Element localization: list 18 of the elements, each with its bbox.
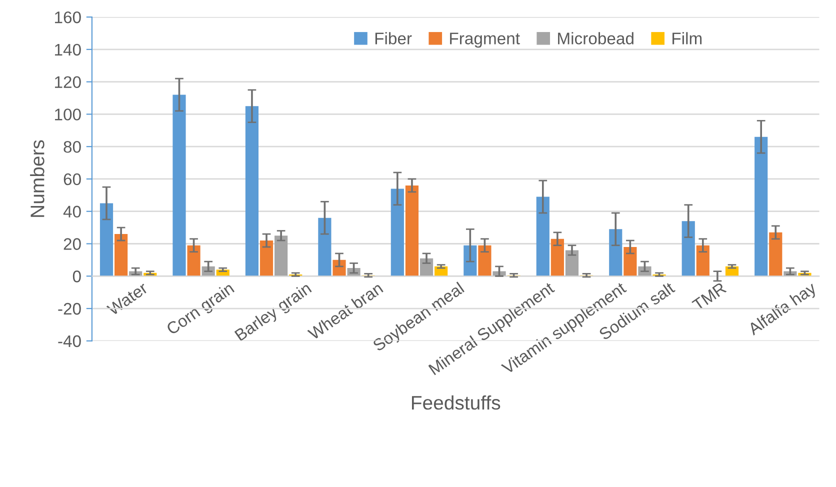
y-axis-title: Numbers <box>30 140 44 217</box>
legend-label: Film <box>672 32 702 44</box>
y-tick-label: -20 <box>58 302 81 315</box>
legend-label: Fiber <box>375 32 412 44</box>
y-tick-label: 100 <box>55 108 81 120</box>
x-tick-label: TMR <box>692 282 727 312</box>
y-tick-label: 140 <box>55 44 81 56</box>
legend-label: Fragment <box>450 32 520 48</box>
y-tick-label: 80 <box>64 140 81 153</box>
y-tick-label: -40 <box>58 335 81 348</box>
y-tick-label: 60 <box>64 173 81 186</box>
y-tick-label: 40 <box>63 206 81 218</box>
y-tick-label: 20 <box>64 238 81 250</box>
x-axis-title: Feedstuffs <box>412 395 500 410</box>
y-tick-label: 160 <box>55 11 81 24</box>
legend-label: Microbead <box>558 32 634 44</box>
y-tick-label: 0 <box>72 270 81 282</box>
y-tick-label: 120 <box>55 76 81 88</box>
